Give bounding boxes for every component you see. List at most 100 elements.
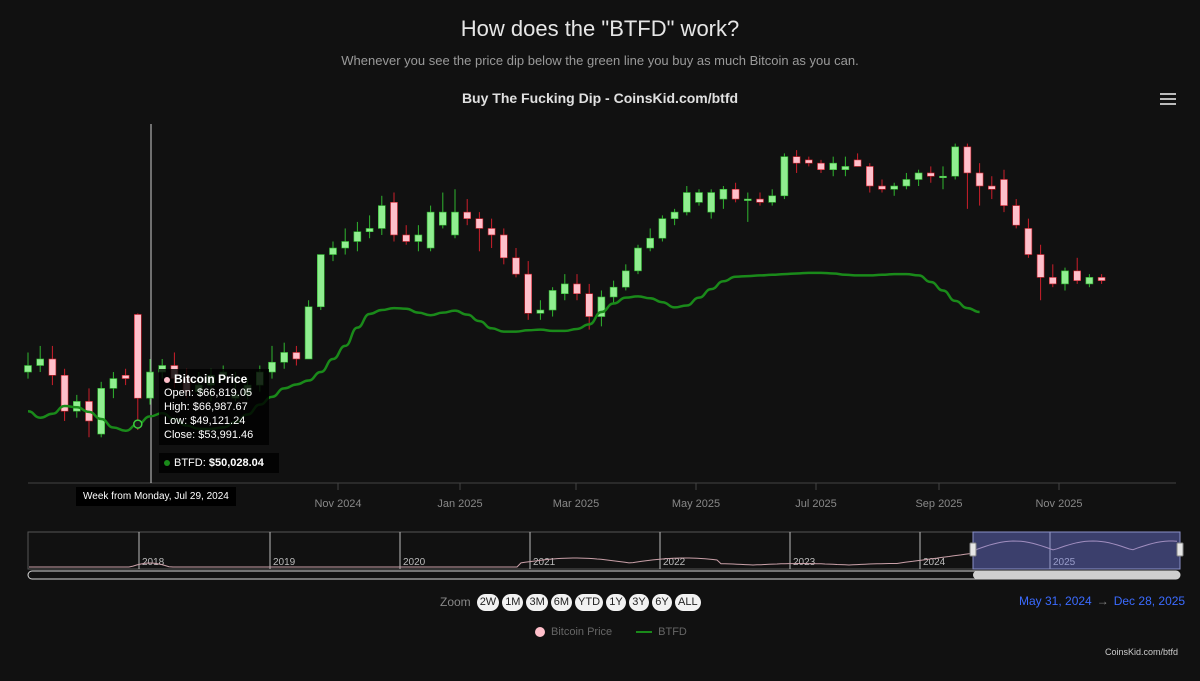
zoom-ytd-button[interactable]: YTD xyxy=(575,593,604,611)
candle-down[interactable] xyxy=(987,185,996,190)
candle-up[interactable] xyxy=(426,211,435,249)
candle-down[interactable] xyxy=(731,188,740,200)
candle-up[interactable] xyxy=(1061,270,1069,285)
zoom-6m-button[interactable]: 6M xyxy=(550,593,573,611)
candle-up[interactable] xyxy=(280,352,289,363)
candle-up[interactable] xyxy=(24,365,32,373)
candle-down[interactable] xyxy=(1049,277,1057,285)
zoom-all-button[interactable]: ALL xyxy=(675,593,701,611)
candle-up[interactable] xyxy=(316,254,325,308)
candle-up[interactable] xyxy=(146,371,154,399)
candle-up[interactable] xyxy=(438,211,447,226)
candle-down[interactable] xyxy=(475,218,484,229)
candle-up[interactable] xyxy=(634,247,642,272)
candle-down[interactable] xyxy=(463,211,472,219)
candle-down[interactable] xyxy=(121,374,130,379)
candle-up[interactable] xyxy=(621,270,630,288)
candle-up[interactable] xyxy=(353,231,362,242)
candle-up[interactable] xyxy=(377,205,386,229)
candle-up[interactable] xyxy=(451,211,459,236)
candle-up[interactable] xyxy=(1085,277,1094,285)
candle-up[interactable] xyxy=(719,188,728,200)
candle-up[interactable] xyxy=(914,172,923,180)
candle-up[interactable] xyxy=(36,358,45,366)
candle-up[interactable] xyxy=(829,162,838,170)
navigator-selection[interactable] xyxy=(972,531,1181,570)
candle-up[interactable] xyxy=(890,185,899,190)
candle-down[interactable] xyxy=(1097,277,1106,281)
candle-up[interactable] xyxy=(304,306,313,360)
navigator-right-handle[interactable] xyxy=(1176,542,1184,557)
candle-up[interactable] xyxy=(682,192,691,213)
candle-down[interactable] xyxy=(48,358,57,376)
candle-down[interactable] xyxy=(963,146,972,174)
candle-down[interactable] xyxy=(499,234,508,259)
candle-up[interactable] xyxy=(268,361,276,373)
candle-down[interactable] xyxy=(817,162,825,170)
candle-down[interactable] xyxy=(134,314,142,399)
candle-down[interactable] xyxy=(512,257,520,275)
page-subtitle: Whenever you see the price dip below the… xyxy=(341,53,859,68)
legend-item-btfd[interactable]: BTFD xyxy=(658,626,687,638)
candle-down[interactable] xyxy=(1073,270,1081,281)
candle-down[interactable] xyxy=(756,198,764,203)
candle-up[interactable] xyxy=(97,388,105,435)
candle-down[interactable] xyxy=(390,202,398,236)
candle-up[interactable] xyxy=(414,234,423,242)
candle-down[interactable] xyxy=(524,273,533,314)
candle-up[interactable] xyxy=(341,241,350,249)
candle-up[interactable] xyxy=(329,247,337,255)
candle-down[interactable] xyxy=(792,156,801,164)
candle-down[interactable] xyxy=(60,374,69,412)
candle-up[interactable] xyxy=(536,309,545,314)
candle-down[interactable] xyxy=(853,159,862,167)
candle-down[interactable] xyxy=(402,234,411,242)
zoom-1m-button[interactable]: 1M xyxy=(502,593,524,611)
candle-up[interactable] xyxy=(109,378,118,389)
candle-up[interactable] xyxy=(658,218,667,239)
candle-up[interactable] xyxy=(707,192,716,213)
candle-down[interactable] xyxy=(926,172,935,177)
candle-up[interactable] xyxy=(780,156,789,197)
candle-up[interactable] xyxy=(548,290,557,311)
candle-up[interactable] xyxy=(560,283,569,295)
zoom-6y-button[interactable]: 6Y xyxy=(652,593,673,611)
candle-down[interactable] xyxy=(878,185,886,190)
candle-down[interactable] xyxy=(1036,254,1045,278)
candle-down[interactable] xyxy=(1012,205,1021,226)
candle-up[interactable] xyxy=(597,296,606,317)
candle-down[interactable] xyxy=(865,166,874,187)
candle-down[interactable] xyxy=(585,293,594,317)
candle-up[interactable] xyxy=(951,146,960,177)
navigator-scrollbar-thumb[interactable] xyxy=(973,571,1180,579)
legend-item-price[interactable]: Bitcoin Price xyxy=(551,626,613,638)
range-to-input[interactable]: Dec 28, 2025 xyxy=(1113,594,1186,608)
zoom-3m-button[interactable]: 3M xyxy=(526,593,548,611)
candle-up[interactable] xyxy=(695,192,703,203)
candle-up[interactable] xyxy=(841,166,850,170)
candle-up[interactable] xyxy=(365,228,374,233)
range-from-input[interactable]: May 31, 2024 xyxy=(1019,594,1092,608)
candle-down[interactable] xyxy=(1024,228,1033,255)
candle-down[interactable] xyxy=(487,228,496,236)
candle-up[interactable] xyxy=(768,195,777,203)
navigator[interactable]: 2018 2019 2020 2021 2022 2023 2024 2025 xyxy=(27,531,1184,580)
candle-down[interactable] xyxy=(1000,179,1008,206)
candle-down[interactable] xyxy=(292,352,301,360)
zoom-1y-button[interactable]: 1Y xyxy=(606,593,627,611)
zoom-2w-button[interactable]: 2W xyxy=(476,593,500,611)
candle-up[interactable] xyxy=(902,179,911,187)
chart-menu-button[interactable] xyxy=(1160,93,1176,107)
candle-up[interactable] xyxy=(646,237,655,249)
candle-up[interactable] xyxy=(743,198,752,201)
candle-down[interactable] xyxy=(975,172,984,187)
candle-down[interactable] xyxy=(804,159,813,164)
candle-up[interactable] xyxy=(939,175,947,179)
candle-up[interactable] xyxy=(670,211,679,219)
navigator-left-handle[interactable] xyxy=(969,542,977,557)
candle-up[interactable] xyxy=(609,286,618,298)
candle-down[interactable] xyxy=(573,283,581,295)
zoom-label: Zoom xyxy=(440,595,471,609)
zoom-3y-button[interactable]: 3Y xyxy=(629,593,650,611)
